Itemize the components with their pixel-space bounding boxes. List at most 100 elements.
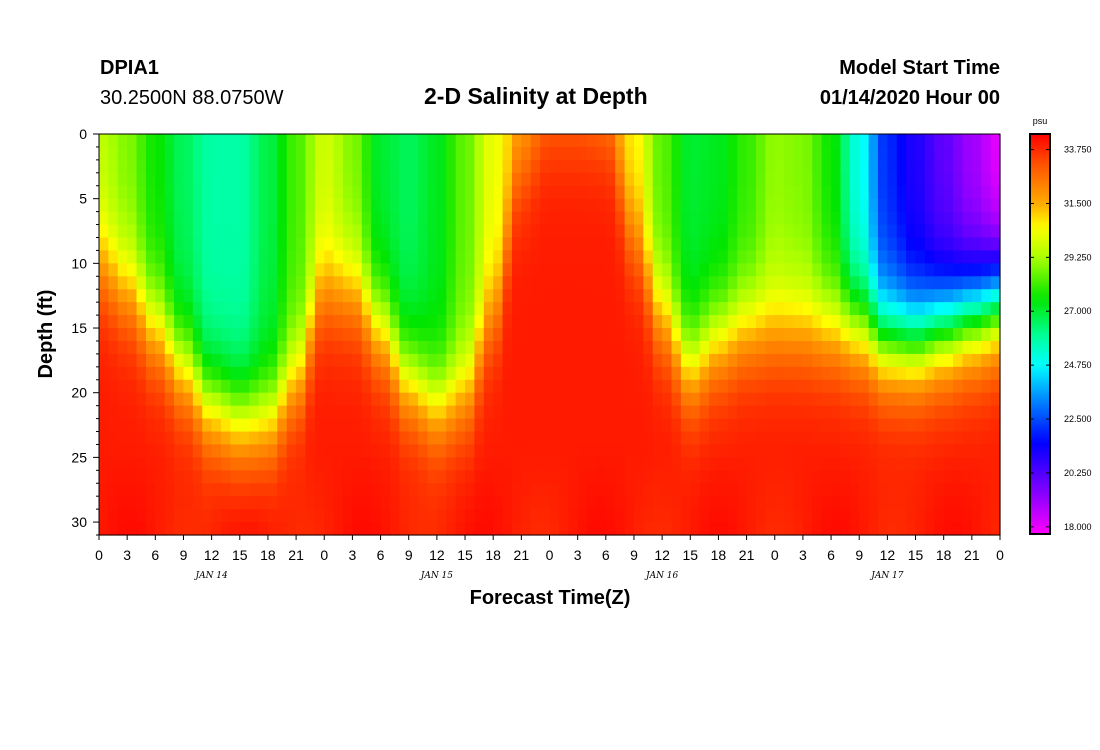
heatmap-cell: [418, 237, 429, 252]
heatmap-cell: [117, 522, 128, 536]
heatmap-cell: [624, 496, 635, 510]
heatmap-cell: [371, 172, 382, 187]
heatmap-cell: [164, 315, 175, 329]
heatmap-cell: [324, 496, 335, 510]
heatmap-cell: [521, 159, 532, 174]
heatmap-cell: [568, 159, 579, 174]
heatmap-cell: [277, 146, 288, 161]
heatmap-cell: [709, 509, 720, 523]
heatmap-cell: [136, 289, 147, 303]
heatmap-cell: [483, 340, 494, 355]
heatmap-cell: [155, 431, 166, 446]
heatmap-cell: [211, 315, 222, 329]
heatmap-cell: [746, 496, 757, 510]
heatmap-cell: [868, 263, 879, 277]
heatmap-cell: [521, 431, 532, 446]
heatmap-cell: [624, 159, 635, 174]
heatmap-cell: [145, 198, 156, 213]
heatmap-cell: [540, 418, 551, 433]
heatmap-cell: [699, 353, 710, 368]
heatmap-cell: [784, 457, 795, 471]
heatmap-cell: [549, 159, 560, 174]
heatmap-cell: [915, 418, 926, 433]
heatmap-cell: [643, 483, 654, 497]
heatmap-cell: [896, 237, 907, 252]
station-coordinates: 30.2500N 88.0750W: [100, 87, 284, 109]
heatmap-cell: [427, 353, 438, 368]
heatmap-cell: [239, 470, 250, 484]
heatmap-cell: [183, 146, 194, 161]
heatmap-cell: [549, 263, 560, 277]
x-axis: 0 3 6 9 12 15 18 21 0 3 6 9 12 15 18 21 0 3 6 9 12 15 18 21 0 3 6 9…: [95, 535, 1004, 581]
heatmap-cell: [643, 134, 654, 148]
heatmap-cell: [680, 418, 691, 433]
heatmap-cell: [145, 509, 156, 523]
heatmap-cell: [371, 211, 382, 226]
heatmap-cell: [455, 496, 466, 510]
heatmap-cell: [718, 392, 729, 407]
heatmap-cell: [183, 276, 194, 290]
heatmap-cell: [239, 198, 250, 213]
heatmap-cell: [380, 431, 391, 446]
heatmap-cell: [314, 457, 325, 471]
heatmap-cell: [633, 496, 644, 510]
heatmap-cell: [239, 159, 250, 174]
y-tick-label: 0: [79, 126, 87, 142]
heatmap-cell: [455, 444, 466, 458]
heatmap-cell: [587, 431, 598, 446]
heatmap-cell: [868, 185, 879, 200]
heatmap-cell: [971, 172, 982, 187]
heatmap-cell: [249, 185, 260, 200]
heatmap-cell: [324, 250, 335, 264]
heatmap-cell: [540, 392, 551, 407]
heatmap-cell: [990, 483, 1001, 497]
heatmap-cell: [127, 340, 138, 355]
heatmap-cell: [643, 211, 654, 226]
heatmap-cell: [868, 315, 879, 329]
heatmap-cell: [887, 483, 898, 497]
heatmap-cell: [155, 392, 166, 407]
heatmap-cell: [183, 509, 194, 523]
heatmap-cell: [587, 470, 598, 484]
heatmap-cell: [840, 340, 851, 355]
heatmap-cell: [896, 392, 907, 407]
heatmap-cell: [371, 302, 382, 316]
heatmap-cell: [117, 172, 128, 187]
heatmap-cell: [455, 418, 466, 433]
heatmap-cell: [793, 470, 804, 484]
heatmap-cell: [230, 172, 241, 187]
heatmap-cell: [117, 444, 128, 458]
heatmap-cell: [831, 366, 842, 381]
heatmap-cell: [408, 146, 419, 161]
heatmap-cell: [868, 496, 879, 510]
heatmap-cell: [558, 250, 569, 264]
heatmap-cell: [230, 509, 241, 523]
heatmap-cell: [709, 250, 720, 264]
heatmap-cell: [483, 328, 494, 342]
x-axis-title: Forecast Time(Z): [470, 587, 631, 609]
heatmap-cell: [502, 185, 513, 200]
heatmap-cell: [943, 418, 954, 433]
heatmap-cell: [399, 366, 410, 381]
heatmap-cell: [840, 263, 851, 277]
heatmap-cell: [812, 366, 823, 381]
heatmap-cell: [446, 276, 457, 290]
heatmap-cell: [727, 198, 738, 213]
heatmap-cell: [174, 263, 185, 277]
heatmap-cell: [361, 509, 372, 523]
heatmap-cell: [108, 470, 119, 484]
heatmap-cell: [953, 315, 964, 329]
heatmap-cell: [859, 134, 870, 148]
heatmap-cell: [587, 146, 598, 161]
heatmap-cell: [652, 431, 663, 446]
heatmap-cell: [446, 509, 457, 523]
heatmap-cell: [446, 172, 457, 187]
heatmap-cell: [887, 237, 898, 252]
heatmap-cell: [596, 509, 607, 523]
heatmap-cell: [624, 366, 635, 381]
heatmap-cell: [127, 522, 138, 536]
heatmap-cell: [859, 276, 870, 290]
heatmap-cell: [174, 315, 185, 329]
heatmap-cell: [953, 392, 964, 407]
heatmap-cell: [596, 328, 607, 342]
